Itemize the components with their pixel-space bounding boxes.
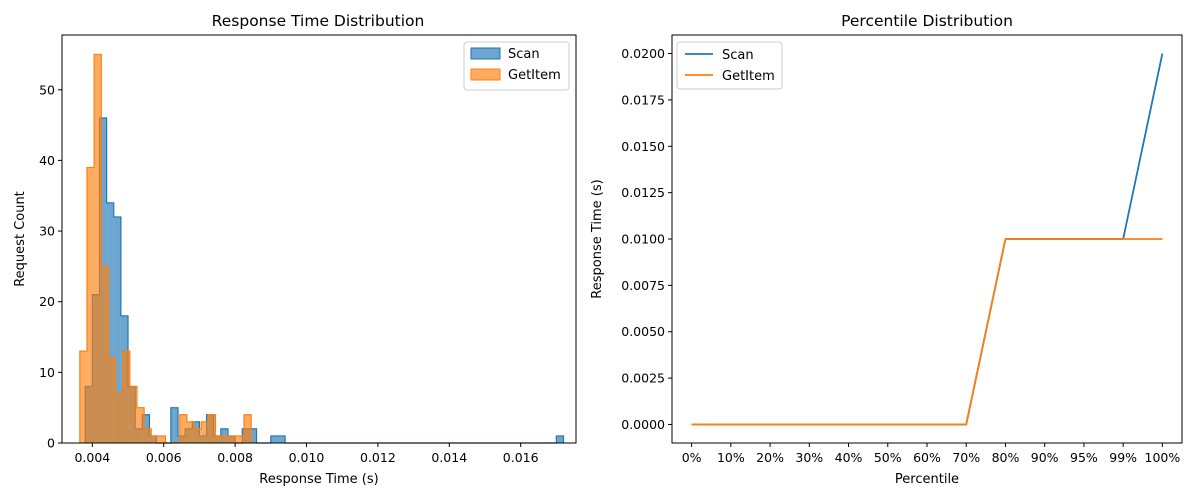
hist-bar-getitem-5 — [115, 393, 123, 443]
percentile-ytick-label: 0.0025 — [621, 371, 665, 386]
hist-bar-scan-3 — [106, 202, 114, 443]
percentile-line-getitem — [691, 238, 1163, 426]
percentile-x-axis-label: Percentile — [895, 472, 959, 487]
percentile-xtick-label: 40% — [835, 450, 863, 465]
histogram-frame — [61, 34, 577, 444]
percentile-ytick-label: 0.0075 — [621, 278, 665, 293]
percentile-xtick-label: 99% — [1109, 450, 1137, 465]
hist-ytick-label: 40 — [39, 153, 55, 168]
percentile-ytick-label: 0.0000 — [621, 417, 665, 432]
histogram-legend-label-getitem: GetItem — [508, 68, 561, 83]
hist-bar-scan-66 — [556, 435, 564, 443]
percentile-chart: Percentile Distribution 0% 10% 20% 30% 40% 50… — [590, 12, 1183, 487]
hist-bar-scan-4 — [113, 216, 121, 443]
hist-bar-getitem-17 — [201, 421, 209, 443]
percentile-plot-area — [691, 53, 1164, 426]
hist-xtick-label: 0.008 — [217, 450, 253, 465]
hist-bar-getitem-18 — [208, 414, 216, 443]
percentile-xtick-label: 60% — [913, 450, 941, 465]
hist-bar-getitem-9 — [144, 428, 152, 443]
percentile-y-axis-label: Response Time (s) — [590, 179, 605, 298]
hist-bar-getitem-11 — [158, 435, 166, 443]
hist-bar-scan-26 — [270, 435, 278, 443]
hist-bar-getitem-16 — [194, 428, 202, 443]
percentile-legend-label-scan: Scan — [722, 48, 754, 63]
hist-bar-getitem-1 — [86, 167, 95, 443]
hist-bar-getitem-0 — [79, 351, 87, 443]
percentile-xtick-label: 10% — [717, 450, 745, 465]
percentile-xtick-label: 95% — [1070, 450, 1098, 465]
percentile-xtick-label: 50% — [874, 450, 902, 465]
hist-outline-getitem — [79, 53, 252, 444]
histogram-x-ticks: 0.004 0.006 0.008 0.010 0.012 0.014 0.016 — [74, 443, 539, 465]
legend-swatch-getitem — [470, 68, 501, 81]
hist-bar-getitem-8 — [136, 407, 145, 443]
hist-bar-getitem-3 — [101, 266, 109, 443]
hist-bar-scan-12 — [170, 407, 179, 443]
hist-ytick-label: 50 — [39, 82, 55, 97]
hist-xtick-label: 0.006 — [146, 450, 182, 465]
percentile-ytick-label: 0.0150 — [621, 139, 665, 154]
hist-bar-getitem-19 — [215, 435, 223, 443]
hist-bar-getitem-10 — [151, 435, 159, 443]
hist-xtick-label: 0.010 — [289, 450, 325, 465]
hist-xtick-label: 0.004 — [74, 450, 110, 465]
percentile-xtick-label: 20% — [756, 450, 784, 465]
hist-bar-getitem-7 — [129, 386, 137, 443]
hist-xtick-label: 0.016 — [503, 450, 539, 465]
hist-bar-getitem-22 — [236, 435, 245, 443]
percentile-frame — [671, 34, 1183, 444]
percentile-ytick-label: 0.0200 — [621, 46, 665, 61]
hist-bar-scan-23 — [249, 428, 257, 443]
hist-xtick-label: 0.014 — [431, 450, 467, 465]
percentile-ytick-label: 0.0050 — [621, 324, 665, 339]
histogram-legend-label-scan: Scan — [508, 47, 540, 62]
hist-xtick-label: 0.012 — [360, 450, 396, 465]
percentile-y-ticks: 0.0000 0.0025 0.0050 0.0075 0.0100 0.0125 0.01… — [621, 46, 672, 432]
histogram-x-axis-label: Response Time (s) — [259, 472, 378, 487]
percentile-xtick-label: 70% — [952, 450, 980, 465]
hist-bar-scan-27 — [277, 435, 286, 443]
hist-bar-getitem-20 — [222, 435, 230, 443]
hist-bar-getitem-6 — [122, 351, 130, 443]
hist-bar-getitem-15 — [186, 421, 195, 443]
percentile-xtick-label: 80% — [992, 450, 1020, 465]
percentile-xtick-label: 30% — [795, 450, 823, 465]
histogram-legend: Scan GetItem — [463, 41, 570, 91]
histogram-y-ticks: 0 10 20 30 40 50 — [39, 82, 62, 451]
percentile-xtick-label: 100% — [1145, 450, 1181, 465]
percentile-ytick-label: 0.0175 — [621, 92, 665, 107]
hist-ytick-label: 0 — [47, 436, 55, 451]
percentile-xtick-label: 90% — [1031, 450, 1059, 465]
percentile-title: Percentile Distribution — [841, 12, 1013, 30]
hist-bar-getitem-21 — [229, 435, 237, 443]
hist-bar-getitem-14 — [179, 414, 187, 443]
hist-bar-getitem-23 — [244, 414, 252, 443]
percentile-legend-label-getitem: GetItem — [722, 69, 775, 84]
hist-bar-getitem-4 — [108, 358, 116, 443]
percentile-ytick-label: 0.0125 — [621, 185, 665, 200]
histogram-chart: Response Time Distribution 0.004 0.006 0.0… — [13, 12, 577, 487]
hist-ytick-label: 10 — [39, 365, 55, 380]
percentile-x-ticks: 0% 10% 20% 30% 40% 50% 60% 70% 80% 90% 95% 99% 100% — [682, 443, 1181, 465]
hist-ytick-label: 30 — [39, 224, 55, 239]
legend-swatch-scan — [470, 47, 501, 60]
percentile-xtick-label: 0% — [682, 450, 702, 465]
percentile-ytick-label: 0.0100 — [621, 232, 665, 247]
hist-ytick-label: 20 — [39, 294, 55, 309]
percentile-legend: Scan GetItem — [676, 41, 783, 90]
hist-bar-getitem-2 — [94, 54, 102, 444]
histogram-title: Response Time Distribution — [212, 12, 425, 30]
histogram-y-axis-label: Request Count — [13, 191, 28, 287]
